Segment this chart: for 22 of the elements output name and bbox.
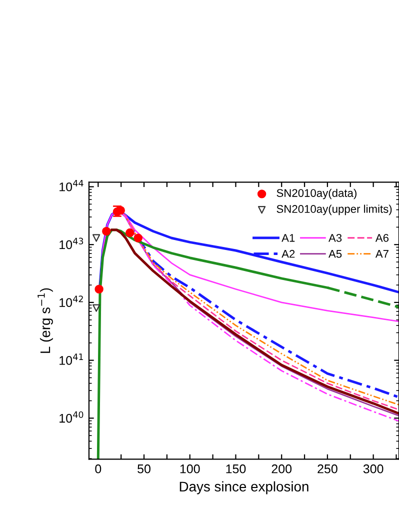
x-axis-title: Days since explosion (180, 481, 308, 494)
legend-label: A2 (282, 250, 295, 258)
legend-label: SN2010ay(upper limits) (276, 204, 392, 216)
y-tick-label: 10$^{43}$ (60, 238, 84, 250)
legend-label: A6 (375, 234, 389, 242)
legend-label: SN2010ay(data) (276, 188, 356, 200)
legend-label: A3 (328, 234, 342, 242)
y-tick-label: 10$^{41}$ (60, 354, 83, 365)
y-axis-title: L (erg s$^{−1}$) (38, 288, 53, 353)
x-tick-label: 100 (180, 464, 200, 474)
legend-label: A1 (282, 234, 295, 242)
x-tick-label: 150 (226, 464, 246, 474)
x-tick-label: 300 (363, 464, 384, 474)
legend-label: A7 (375, 250, 388, 258)
x-tick-label: 200 (272, 464, 292, 474)
x-tick-label: 0 (95, 464, 102, 474)
legend-label: A5 (328, 250, 342, 258)
y-tick-label: 10$^{40}$ (60, 411, 84, 423)
y-tick-label: 10$^{42}$ (60, 296, 83, 308)
x-tick-label: 250 (318, 464, 338, 474)
x-tick-label: 50 (138, 464, 150, 474)
y-tick-label: 10$^{44}$ (60, 180, 84, 192)
